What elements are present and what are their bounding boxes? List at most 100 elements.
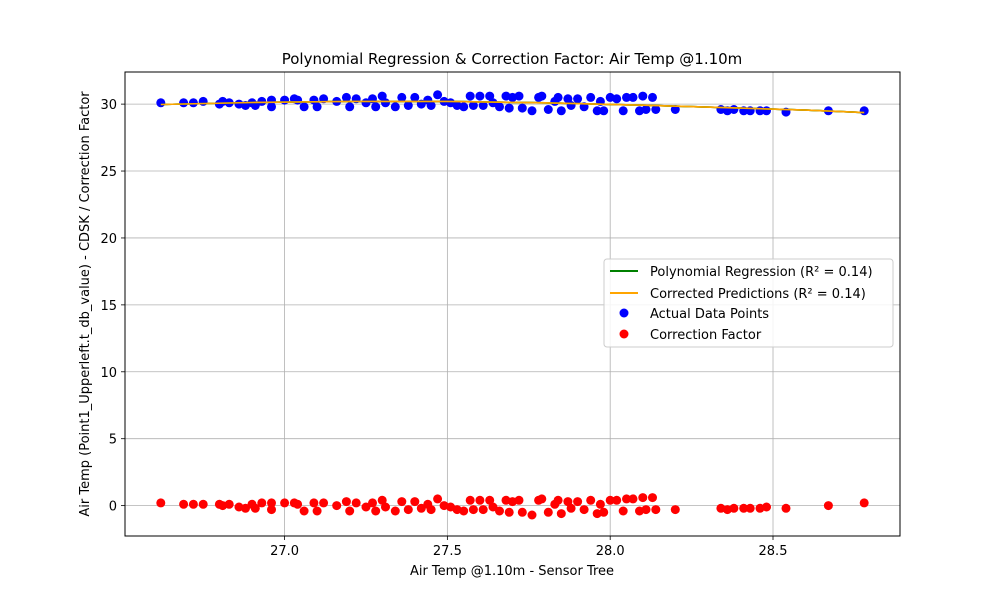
data-point bbox=[459, 506, 469, 516]
data-point bbox=[573, 94, 583, 104]
data-point bbox=[267, 95, 276, 105]
legend: Polynomial Regression (R² = 0.14) Correc… bbox=[603, 258, 894, 348]
data-point bbox=[309, 498, 319, 508]
data-point bbox=[504, 507, 514, 517]
plot-frame bbox=[124, 71, 901, 537]
data-point bbox=[745, 503, 755, 513]
data-point bbox=[319, 498, 329, 508]
data-point bbox=[416, 503, 426, 513]
data-point bbox=[280, 95, 290, 105]
data-point bbox=[381, 502, 390, 512]
x-tick-label: 28.0 bbox=[596, 544, 625, 559]
data-point bbox=[488, 502, 498, 512]
data-point bbox=[762, 502, 771, 512]
data-point bbox=[599, 507, 609, 517]
data-point bbox=[377, 495, 387, 505]
data-point bbox=[495, 506, 504, 516]
data-point bbox=[426, 101, 436, 110]
data-point bbox=[224, 499, 234, 509]
data-point bbox=[250, 503, 260, 513]
scatter-points bbox=[156, 90, 869, 520]
data-point bbox=[638, 91, 648, 101]
data-point bbox=[537, 91, 547, 101]
data-point bbox=[553, 495, 563, 505]
data-point bbox=[573, 497, 583, 507]
y-tick-label: 30 bbox=[100, 98, 117, 113]
data-point bbox=[381, 98, 390, 108]
data-point bbox=[267, 498, 276, 508]
data-point bbox=[618, 506, 628, 516]
data-point bbox=[651, 505, 661, 515]
data-point bbox=[188, 499, 198, 509]
data-point bbox=[670, 105, 680, 114]
data-point bbox=[351, 498, 361, 508]
data-point bbox=[433, 90, 443, 100]
data-point bbox=[781, 503, 791, 513]
data-point bbox=[729, 105, 739, 114]
data-point bbox=[517, 103, 527, 113]
data-point bbox=[739, 503, 749, 513]
data-point bbox=[267, 505, 276, 515]
series-line-overlay-1 bbox=[160, 100, 865, 114]
data-point bbox=[299, 102, 309, 112]
data-point bbox=[563, 497, 573, 507]
data-point bbox=[156, 498, 166, 508]
data-point bbox=[390, 506, 400, 516]
data-point bbox=[345, 506, 355, 516]
data-point bbox=[397, 92, 407, 102]
data-point bbox=[859, 106, 869, 116]
data-point bbox=[543, 507, 553, 517]
data-point bbox=[459, 102, 469, 112]
data-point bbox=[612, 94, 622, 104]
data-point bbox=[485, 495, 495, 505]
data-point bbox=[553, 92, 563, 102]
chart-title: Polynomial Regression & Correction Facto… bbox=[282, 50, 743, 68]
data-point bbox=[762, 106, 771, 116]
data-point bbox=[371, 102, 381, 112]
data-point bbox=[293, 499, 303, 509]
data-point bbox=[586, 92, 596, 102]
data-point bbox=[527, 106, 537, 116]
y-tick-label: 0 bbox=[109, 500, 117, 515]
data-point bbox=[504, 103, 514, 113]
data-point bbox=[293, 95, 303, 105]
data-point bbox=[566, 101, 576, 110]
data-point bbox=[592, 106, 602, 116]
y-tick-label: 10 bbox=[100, 366, 117, 381]
y-tick-label: 15 bbox=[100, 299, 117, 314]
data-point bbox=[410, 497, 420, 507]
data-point bbox=[179, 98, 189, 108]
data-point bbox=[514, 91, 524, 101]
data-point bbox=[537, 494, 547, 504]
data-point bbox=[188, 98, 198, 108]
data-point bbox=[556, 509, 566, 519]
data-point bbox=[641, 105, 651, 114]
data-point bbox=[638, 493, 648, 503]
data-point bbox=[517, 507, 527, 517]
data-point bbox=[465, 495, 475, 505]
y-tick-label: 25 bbox=[100, 165, 117, 180]
data-point bbox=[198, 96, 208, 106]
data-point bbox=[312, 506, 322, 516]
data-point bbox=[403, 101, 413, 110]
data-point bbox=[198, 499, 208, 509]
x-tick-label: 28.5 bbox=[759, 544, 788, 559]
legend-swatch-actual bbox=[619, 308, 629, 318]
data-point bbox=[267, 102, 276, 112]
data-point bbox=[241, 503, 250, 513]
data-point bbox=[257, 498, 267, 508]
data-point bbox=[648, 92, 657, 102]
y-axis-title: Air Temp (Point1_Upperleft.t_db_value) -… bbox=[78, 91, 93, 517]
data-point bbox=[648, 493, 657, 503]
data-point bbox=[403, 505, 413, 515]
x-axis-ticks: 27.0 27.5 28.0 28.5 bbox=[270, 536, 787, 559]
data-point bbox=[823, 501, 833, 511]
data-point bbox=[280, 498, 290, 508]
data-point bbox=[433, 494, 443, 504]
legend-label-polynomial: Polynomial Regression (R² = 0.14) bbox=[650, 265, 873, 280]
data-point bbox=[368, 498, 377, 508]
data-point bbox=[390, 102, 400, 112]
x-axis-title: Air Temp @1.10m - Sensor Tree bbox=[410, 564, 614, 579]
data-point bbox=[628, 92, 638, 102]
